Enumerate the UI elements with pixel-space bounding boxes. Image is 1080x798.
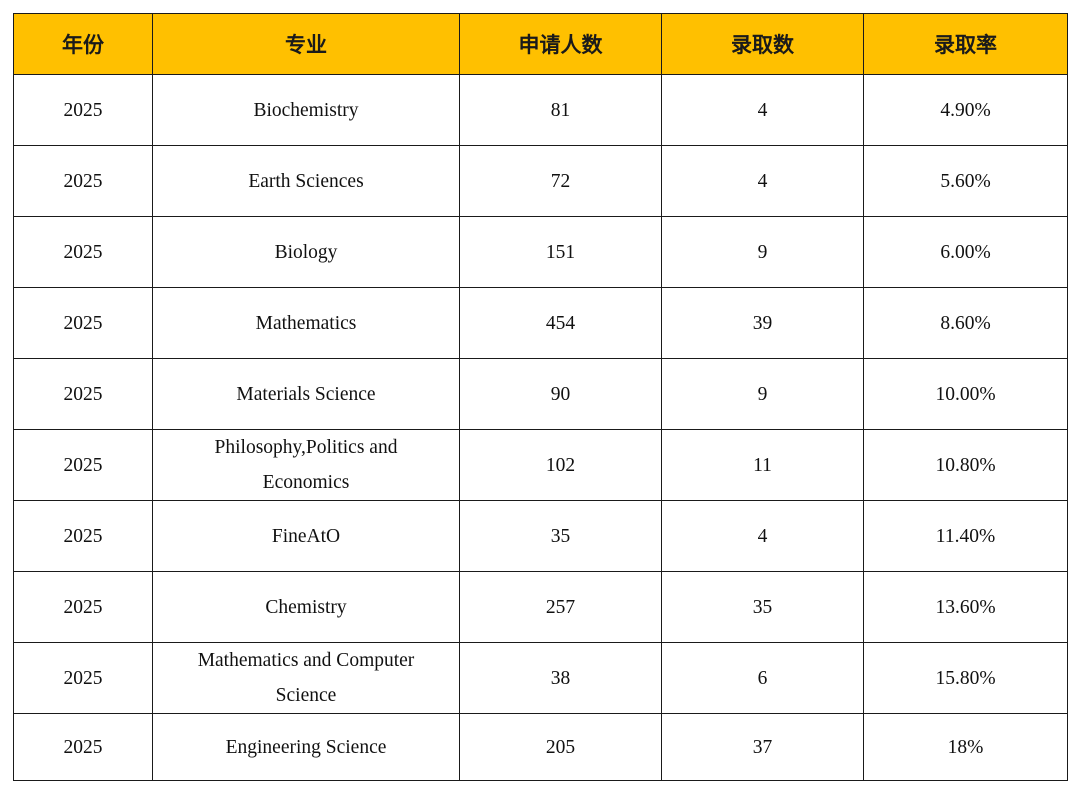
cell-applicants: 205	[459, 713, 662, 781]
cell-year: 2025	[13, 287, 153, 359]
cell-major: Engineering Science	[152, 713, 460, 781]
cell-major: Mathematics and Computer Science	[152, 642, 460, 714]
cell-applicants: 151	[459, 216, 662, 288]
table-row: 2025 Earth Sciences 72 4 5.60%	[13, 145, 1068, 217]
cell-major: Biochemistry	[152, 74, 460, 146]
cell-rate: 8.60%	[863, 287, 1068, 359]
cell-year: 2025	[13, 145, 153, 217]
cell-major: Mathematics	[152, 287, 460, 359]
cell-admitted: 4	[661, 74, 864, 146]
cell-admitted: 11	[661, 429, 864, 501]
cell-admitted: 9	[661, 216, 864, 288]
cell-rate: 5.60%	[863, 145, 1068, 217]
cell-major: Philosophy,Politics and Economics	[152, 429, 460, 501]
cell-admitted: 35	[661, 571, 864, 643]
table-row: 2025 Mathematics 454 39 8.60%	[13, 287, 1068, 359]
table-row: 2025 Biology 151 9 6.00%	[13, 216, 1068, 288]
admissions-table: 年份 专业 申请人数 录取数 录取率 2025 Biochemistry 81 …	[13, 13, 1068, 781]
cell-rate: 15.80%	[863, 642, 1068, 714]
cell-admitted: 9	[661, 358, 864, 430]
cell-applicants: 102	[459, 429, 662, 501]
table-row: 2025 Materials Science 90 9 10.00%	[13, 358, 1068, 430]
header-year: 年份	[13, 13, 153, 75]
cell-year: 2025	[13, 74, 153, 146]
table-row: 2025 Biochemistry 81 4 4.90%	[13, 74, 1068, 146]
cell-rate: 18%	[863, 713, 1068, 781]
cell-year: 2025	[13, 358, 153, 430]
header-admitted: 录取数	[661, 13, 864, 75]
cell-major: Biology	[152, 216, 460, 288]
header-major: 专业	[152, 13, 460, 75]
cell-admitted: 4	[661, 145, 864, 217]
admissions-table-container: 年份 专业 申请人数 录取数 录取率 2025 Biochemistry 81 …	[13, 13, 1068, 781]
cell-applicants: 81	[459, 74, 662, 146]
cell-admitted: 4	[661, 500, 864, 572]
table-row: 2025 Philosophy,Politics and Economics 1…	[13, 429, 1068, 501]
cell-rate: 4.90%	[863, 74, 1068, 146]
cell-applicants: 90	[459, 358, 662, 430]
cell-applicants: 257	[459, 571, 662, 643]
table-row: 2025 Engineering Science 205 37 18%	[13, 713, 1068, 781]
header-applicants: 申请人数	[459, 13, 662, 75]
cell-major: Chemistry	[152, 571, 460, 643]
cell-rate: 11.40%	[863, 500, 1068, 572]
cell-major: Earth Sciences	[152, 145, 460, 217]
header-row: 年份 专业 申请人数 录取数 录取率	[13, 13, 1068, 75]
cell-year: 2025	[13, 500, 153, 572]
cell-admitted: 39	[661, 287, 864, 359]
cell-rate: 10.80%	[863, 429, 1068, 501]
header-rate: 录取率	[863, 13, 1068, 75]
cell-year: 2025	[13, 216, 153, 288]
cell-applicants: 35	[459, 500, 662, 572]
cell-admitted: 37	[661, 713, 864, 781]
table-row: 2025 FineAtO 35 4 11.40%	[13, 500, 1068, 572]
cell-rate: 10.00%	[863, 358, 1068, 430]
cell-major: Materials Science	[152, 358, 460, 430]
cell-major: FineAtO	[152, 500, 460, 572]
cell-admitted: 6	[661, 642, 864, 714]
cell-applicants: 72	[459, 145, 662, 217]
cell-year: 2025	[13, 642, 153, 714]
cell-rate: 6.00%	[863, 216, 1068, 288]
cell-year: 2025	[13, 429, 153, 501]
table-row: 2025 Chemistry 257 35 13.60%	[13, 571, 1068, 643]
cell-rate: 13.60%	[863, 571, 1068, 643]
cell-year: 2025	[13, 713, 153, 781]
table-row: 2025 Mathematics and Computer Science 38…	[13, 642, 1068, 714]
cell-applicants: 454	[459, 287, 662, 359]
cell-applicants: 38	[459, 642, 662, 714]
cell-year: 2025	[13, 571, 153, 643]
